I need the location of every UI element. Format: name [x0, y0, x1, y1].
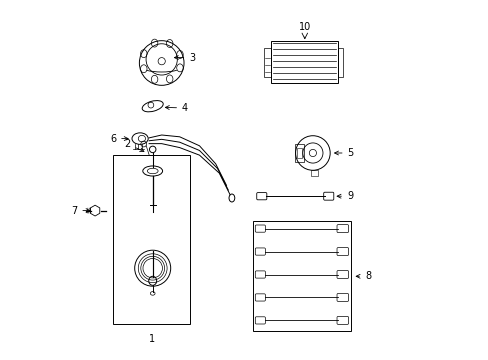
- Text: 1: 1: [148, 334, 155, 344]
- Text: 7: 7: [71, 206, 90, 216]
- Text: 9: 9: [336, 191, 352, 201]
- Text: 4: 4: [165, 103, 188, 113]
- Bar: [263, 48, 271, 77]
- Text: 10: 10: [298, 22, 310, 32]
- Text: 6: 6: [110, 134, 128, 144]
- Bar: [337, 48, 343, 77]
- Text: 5: 5: [334, 148, 353, 158]
- Text: 3: 3: [174, 53, 195, 63]
- Bar: [271, 41, 337, 83]
- Bar: [310, 170, 318, 176]
- Bar: [253, 221, 350, 331]
- Bar: [296, 148, 302, 158]
- Bar: [294, 144, 303, 162]
- Bar: [113, 155, 190, 324]
- Text: 2: 2: [124, 139, 143, 152]
- Text: 8: 8: [355, 271, 370, 281]
